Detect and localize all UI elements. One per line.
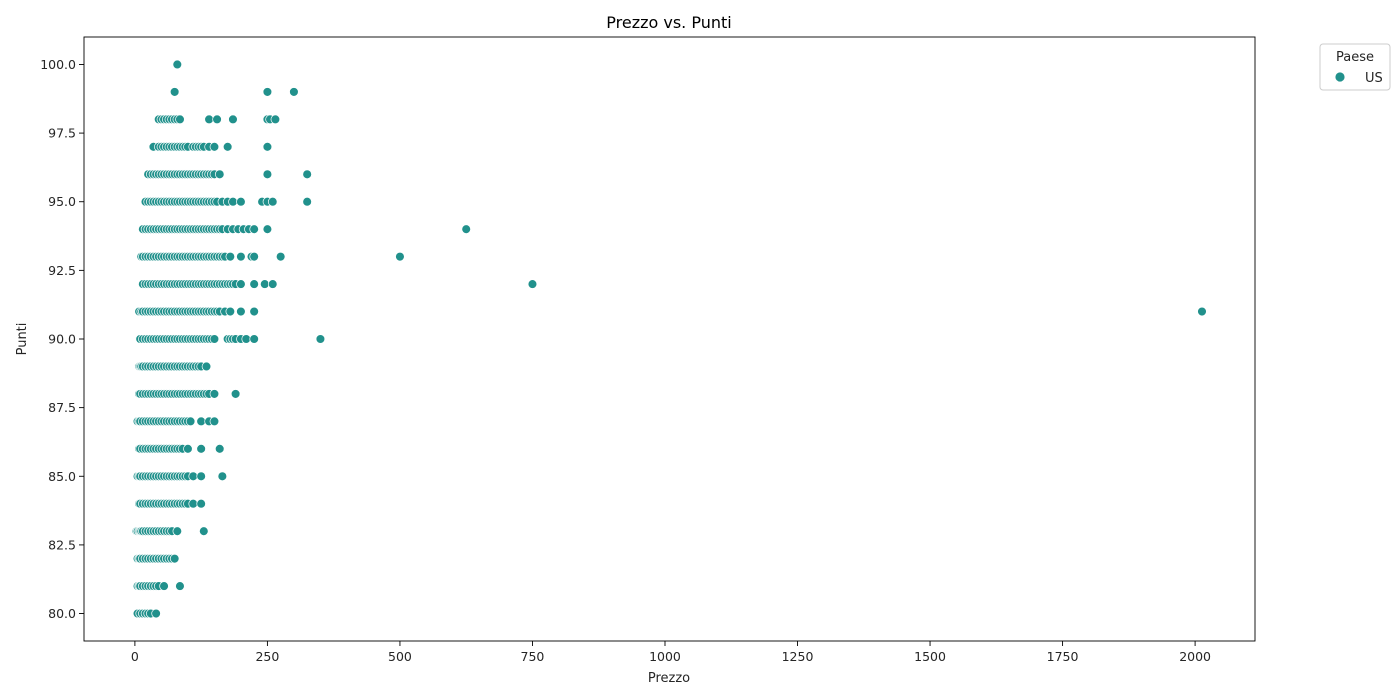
legend-entry-us: US: [1365, 71, 1383, 86]
data-point: [183, 444, 193, 454]
y-tick-label: 87.5: [48, 400, 76, 415]
y-tick-label: 92.5: [48, 263, 76, 278]
data-point: [249, 251, 259, 262]
plot-frame: [83, 36, 1256, 642]
x-tick-label: 1000: [649, 649, 681, 664]
x-axis-label: Prezzo: [648, 671, 690, 686]
x-tick-label: 250: [255, 649, 279, 664]
data-point: [236, 279, 246, 289]
data-point: [262, 169, 273, 180]
y-tick-label: 82.5: [48, 537, 76, 552]
data-point: [196, 444, 206, 454]
data-point: [249, 224, 259, 234]
data-point: [209, 416, 220, 427]
data-point: [175, 114, 185, 125]
data-point: [169, 87, 180, 97]
data-point: [241, 334, 251, 344]
data-point: [204, 114, 214, 125]
points-layer: [131, 59, 1207, 619]
data-point: [527, 279, 538, 289]
x-tick-label: 750: [521, 649, 545, 664]
data-point: [169, 553, 180, 564]
data-point: [214, 169, 225, 180]
data-point: [175, 581, 185, 591]
y-tick-label: 97.5: [48, 126, 76, 141]
y-tick-label: 95.0: [48, 194, 76, 209]
x-tick-label: 1500: [914, 649, 946, 664]
data-point: [201, 361, 212, 372]
x-axis-ticks: 0 250 500 750 1000 1250 1500 1750 2000: [131, 641, 1211, 664]
data-point: [262, 87, 273, 97]
data-point: [267, 196, 278, 207]
data-point: [461, 224, 471, 234]
data-point: [236, 196, 246, 207]
data-point: [188, 471, 198, 482]
data-point: [302, 196, 312, 207]
data-point: [172, 59, 183, 70]
data-point: [209, 334, 220, 344]
data-point: [212, 114, 222, 125]
data-point: [260, 279, 270, 289]
data-point: [225, 306, 236, 317]
data-point: [267, 279, 278, 289]
x-tick-label: 0: [131, 649, 139, 664]
y-tick-label: 85.0: [48, 469, 76, 484]
data-point: [228, 114, 238, 125]
data-point: [275, 251, 286, 262]
data-point: [185, 416, 196, 427]
y-axis-label: Punti: [15, 323, 30, 356]
data-point: [188, 498, 198, 509]
y-tick-label: 80.0: [48, 606, 76, 621]
data-point: [159, 581, 169, 591]
data-point: [1197, 306, 1207, 317]
data-point: [249, 279, 259, 289]
data-point: [172, 526, 183, 536]
data-point: [289, 87, 299, 97]
legend: Paese US: [1319, 43, 1391, 91]
data-point: [236, 251, 246, 262]
x-tick-label: 1250: [782, 649, 814, 664]
data-point: [217, 471, 228, 482]
data-point: [270, 114, 281, 125]
data-point: [209, 389, 220, 399]
data-point: [199, 526, 209, 536]
data-point: [302, 169, 312, 180]
data-point: [222, 142, 233, 152]
chart-title: Prezzo vs. Punti: [606, 13, 731, 32]
data-point: [225, 251, 236, 262]
data-point: [315, 334, 326, 344]
data-point: [249, 306, 259, 317]
x-tick-label: 1750: [1047, 649, 1079, 664]
data-point: [214, 444, 225, 454]
x-tick-label: 500: [388, 649, 412, 664]
data-point: [151, 608, 161, 619]
data-point: [230, 389, 241, 399]
legend-marker-us: [1334, 71, 1346, 83]
y-tick-label: 100.0: [40, 57, 76, 72]
data-point: [236, 306, 246, 317]
legend-title: Paese: [1336, 50, 1374, 65]
data-point: [262, 224, 273, 234]
data-point: [196, 498, 206, 509]
y-axis-ticks: 80.0 82.5 85.0 87.5 90.0 92.5 95.0 97.5 100.0: [40, 57, 84, 621]
x-tick-label: 2000: [1179, 649, 1211, 664]
y-tick-label: 90.0: [48, 332, 76, 347]
data-point: [249, 334, 259, 344]
data-point: [196, 416, 206, 427]
data-point: [209, 142, 220, 152]
data-point: [196, 471, 206, 482]
data-point: [228, 196, 238, 207]
data-point: [262, 142, 273, 152]
data-point: [395, 251, 405, 262]
